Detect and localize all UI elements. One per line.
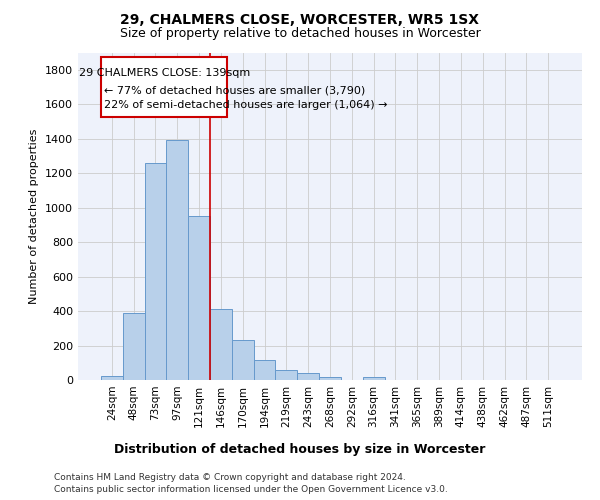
Text: Contains public sector information licensed under the Open Government Licence v3: Contains public sector information licen…	[54, 485, 448, 494]
Bar	[319, 376, 341, 380]
Bar	[363, 378, 385, 380]
Bar	[188, 216, 210, 380]
Text: 22% of semi-detached houses are larger (1,064) →: 22% of semi-detached houses are larger (…	[104, 100, 388, 110]
Bar	[275, 370, 297, 380]
Bar	[145, 163, 166, 380]
Bar	[101, 376, 123, 380]
Bar	[297, 373, 319, 380]
Bar	[123, 313, 145, 380]
Text: Contains HM Land Registry data © Crown copyright and database right 2024.: Contains HM Land Registry data © Crown c…	[54, 472, 406, 482]
FancyBboxPatch shape	[101, 57, 227, 117]
Text: ← 77% of detached houses are smaller (3,790): ← 77% of detached houses are smaller (3,…	[104, 85, 365, 95]
Text: Size of property relative to detached houses in Worcester: Size of property relative to detached ho…	[119, 28, 481, 40]
Y-axis label: Number of detached properties: Number of detached properties	[29, 128, 40, 304]
Bar	[210, 310, 232, 380]
Text: Distribution of detached houses by size in Worcester: Distribution of detached houses by size …	[115, 442, 485, 456]
Bar	[232, 340, 254, 380]
Text: 29 CHALMERS CLOSE: 139sqm: 29 CHALMERS CLOSE: 139sqm	[79, 68, 250, 78]
Bar	[166, 140, 188, 380]
Text: 29, CHALMERS CLOSE, WORCESTER, WR5 1SX: 29, CHALMERS CLOSE, WORCESTER, WR5 1SX	[121, 12, 479, 26]
Bar	[254, 360, 275, 380]
